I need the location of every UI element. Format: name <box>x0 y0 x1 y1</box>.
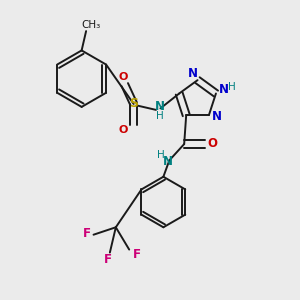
Text: H: H <box>157 150 164 160</box>
Text: N: N <box>212 110 222 123</box>
Text: H: H <box>156 111 164 122</box>
Text: N: N <box>155 100 165 112</box>
Text: O: O <box>118 125 128 135</box>
Text: F: F <box>83 227 91 240</box>
Text: N: N <box>219 82 229 95</box>
Text: F: F <box>103 253 112 266</box>
Text: O: O <box>207 137 218 150</box>
Text: H: H <box>227 82 235 92</box>
Text: S: S <box>129 98 138 110</box>
Text: N: N <box>188 67 198 80</box>
Text: F: F <box>133 248 141 261</box>
Text: CH₃: CH₃ <box>81 20 100 30</box>
Text: O: O <box>118 72 128 82</box>
Text: N: N <box>163 155 172 168</box>
